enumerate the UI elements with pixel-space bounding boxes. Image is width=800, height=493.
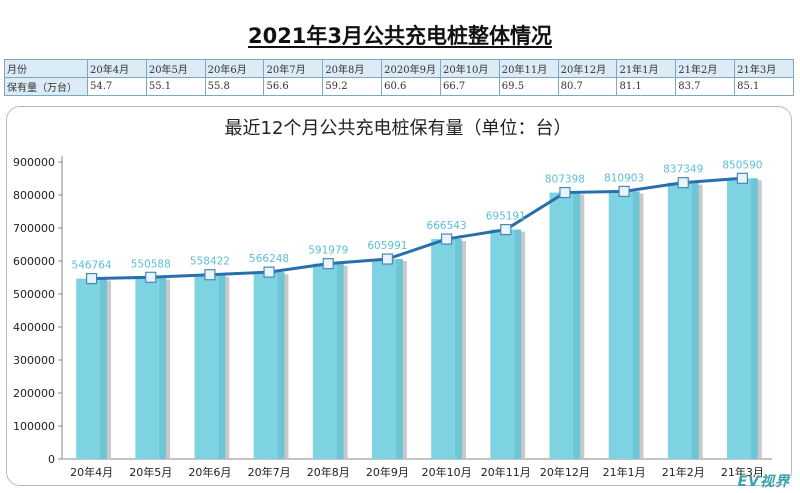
table-month-cell: 20年4月 (87, 59, 147, 78)
table-value-label: 保有量（万台） (4, 77, 88, 96)
y-tick-label: 200000 (13, 387, 55, 400)
table-value-cell: 59.2 (322, 77, 383, 96)
data-label: 558422 (190, 256, 230, 268)
x-tick-label: 21年1月 (603, 465, 646, 479)
data-label: 605991 (367, 240, 407, 252)
data-point-marker (559, 186, 571, 199)
data-point-marker (500, 223, 512, 236)
summary-table: 月份 20年4月 20年5月 20年6月 20年7月 20年8月 2020年9月 20年10… (4, 59, 794, 96)
bar-side (514, 229, 522, 459)
x-tick-label: 20年12月 (540, 465, 590, 479)
table-value-cell: 81.1 (616, 77, 677, 96)
data-label: 666543 (427, 220, 467, 232)
x-tick-label: 20年6月 (188, 465, 231, 479)
table-month-cell: 21年1月 (616, 59, 677, 78)
data-point-marker (736, 172, 749, 184)
data-point-marker (85, 272, 98, 285)
table-month-cell: 20年7月 (263, 59, 324, 78)
x-tick-label: 20年7月 (248, 465, 291, 479)
y-tick-label: 500000 (13, 288, 55, 301)
data-point-marker (677, 177, 689, 189)
data-label: 591979 (308, 245, 348, 257)
x-tick-label: 20年8月 (307, 465, 350, 479)
bar-side (218, 274, 226, 459)
x-tick-label: 21年2月 (662, 465, 705, 479)
bar-side (159, 277, 167, 459)
table-value-cell: 54.7 (87, 77, 147, 96)
table-month-cell: 2020年9月 (381, 59, 441, 78)
x-tick-label: 20年5月 (129, 465, 172, 479)
y-tick-label: 400000 (13, 321, 55, 334)
x-tick-label: 21年3月 (721, 465, 764, 479)
chart-title: 最近12个月公共充电桩保有量（单位：台） (224, 118, 572, 139)
bar-side (632, 191, 640, 459)
table-value-cell: 83.7 (675, 77, 736, 96)
bar-side (691, 182, 699, 459)
data-point-marker (263, 266, 275, 278)
bar-side (100, 278, 107, 459)
table-month-cell: 20年10月 (439, 59, 500, 78)
data-point-marker (381, 253, 394, 265)
x-tick-label: 20年4月 (70, 465, 113, 479)
data-point-marker (618, 185, 630, 198)
watermark-logo: EV视界 (737, 474, 790, 490)
table-value-cell: 85.1 (734, 77, 794, 96)
table-row: 保有量（万台） 54.7 55.1 55.8 56.6 59.2 60.6 66.7 69.5… (4, 77, 794, 96)
data-label: 837349 (663, 164, 703, 176)
y-tick-label: 300000 (13, 354, 55, 367)
table-month-cell: 20年11月 (498, 59, 559, 78)
y-tick-label: 900000 (13, 156, 55, 169)
bar-side (455, 239, 462, 459)
x-tick-label: 20年9月 (366, 465, 409, 479)
data-label: 810903 (604, 172, 644, 184)
bar-side (277, 272, 285, 459)
data-label: 695191 (486, 211, 526, 223)
data-point-marker (204, 269, 216, 281)
data-label: 850590 (722, 159, 762, 171)
table-value-cell: 55.1 (145, 77, 206, 96)
data-point-marker (322, 258, 334, 270)
data-label: 566248 (249, 253, 289, 265)
table-value-cell: 69.5 (498, 77, 559, 96)
table-month-cell: 21年3月 (734, 59, 794, 78)
series-line (91, 176, 743, 281)
data-label: 546764 (72, 260, 112, 272)
x-tick-label: 20年10月 (422, 465, 472, 479)
y-tick-label: 800000 (13, 189, 55, 202)
y-tick-label: 700000 (13, 222, 55, 235)
y-tick-label: 100000 (13, 420, 55, 433)
table-month-cell: 20年5月 (145, 59, 206, 78)
bar-side (336, 263, 344, 459)
bar-side (396, 259, 403, 459)
data-label: 550588 (131, 258, 171, 270)
table-header-row: 月份 20年4月 20年5月 20年6月 20年7月 20年8月 2020年9月 20年10… (4, 59, 794, 78)
bar-side (751, 178, 758, 459)
data-point-marker (145, 271, 157, 283)
y-tick-label: 600000 (13, 255, 55, 268)
x-tick-label: 20年11月 (481, 465, 531, 479)
bar-side (573, 192, 581, 459)
table-value-cell: 60.6 (381, 77, 441, 96)
data-label: 807398 (545, 174, 585, 186)
table-value-cell: 55.8 (204, 77, 265, 96)
data-point-marker (440, 233, 453, 245)
page-title: 2021年3月公共充电桩整体情况 (247, 24, 553, 48)
y-tick-label: 0 (48, 453, 55, 466)
